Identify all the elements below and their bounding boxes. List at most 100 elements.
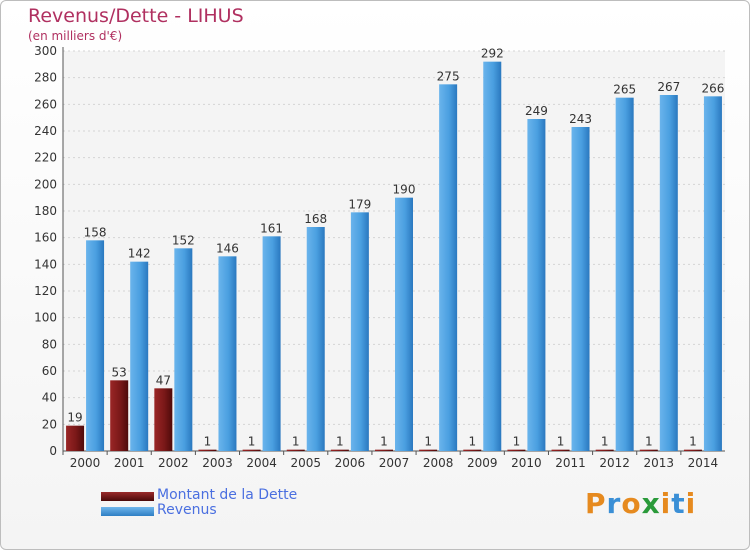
x-tick-label: 2001 [114,456,145,470]
bar-revenus [395,197,413,451]
bar-dette [330,449,349,451]
bar-dette [507,449,526,451]
bar-dette [198,449,217,451]
y-tick-label: 300 [34,44,57,58]
data-label-revenus: 266 [701,81,724,95]
bar-revenus [703,96,722,451]
bar-revenus [527,119,546,451]
y-tick-label: 260 [34,97,57,111]
logo-letter: t [671,487,686,520]
logo-letter: r [606,487,622,520]
chart-subtitle: (en milliers d'€) [28,29,123,43]
legend-label-revenus: Revenus [157,502,217,518]
x-tick-label: 2004 [246,456,277,470]
legend-swatch-dette [101,492,154,501]
data-label-revenus: 152 [172,233,195,247]
bar-revenus [218,256,237,451]
data-label-dette: 1 [424,435,432,449]
x-tick-label: 2010 [511,456,542,470]
data-label-dette: 1 [204,435,212,449]
x-tick-label: 2014 [688,456,719,470]
bar-revenus [306,227,325,451]
x-tick-label: 2008 [423,456,454,470]
data-label-dette: 1 [336,435,344,449]
chart-title: Revenus/Dette - LIHUS [28,5,244,27]
bar-dette [639,449,658,451]
legend-swatch-revenus [101,507,154,516]
bar-dette [110,380,129,451]
bar-revenus [615,97,634,452]
data-label-revenus: 267 [657,80,680,94]
bar-revenus [130,261,149,451]
x-tick-label: 2011 [555,456,586,470]
bar-dette [419,449,438,451]
y-tick-label: 200 [34,177,57,191]
y-tick-label: 140 [34,257,57,271]
data-label-revenus: 265 [613,83,636,97]
x-tick-label: 2006 [335,456,366,470]
bar-revenus [571,127,590,451]
bar-revenus [439,84,458,451]
bar-dette [242,449,261,451]
x-tick-label: 2000 [70,456,101,470]
data-label-dette: 1 [689,435,697,449]
bar-revenus [174,248,193,451]
data-label-dette: 1 [468,435,476,449]
x-tick-label: 2012 [599,456,630,470]
bar-revenus [659,95,678,451]
data-label-dette: 1 [380,435,388,449]
data-label-revenus: 249 [525,104,548,118]
y-tick-label: 160 [34,231,57,245]
data-label-revenus: 146 [216,241,239,255]
x-tick-label: 2003 [202,456,233,470]
data-label-revenus: 161 [260,221,283,235]
bar-dette [683,449,702,451]
bar-revenus [483,61,502,452]
data-label-revenus: 275 [437,69,460,83]
data-label-dette: 47 [156,373,171,387]
bar-dette [595,449,614,451]
data-label-revenus: 142 [128,247,151,261]
bar-dette [286,449,305,451]
x-tick-label: 2013 [644,456,675,470]
bar-dette [66,425,85,451]
y-tick-label: 0 [49,444,57,458]
data-label-dette: 1 [513,435,521,449]
x-tick-label: 2005 [290,456,321,470]
logo-letter: P [585,487,607,520]
data-label-dette: 1 [557,435,565,449]
bar-revenus [262,236,281,451]
y-tick-label: 180 [34,204,57,218]
y-tick-label: 220 [34,151,57,165]
y-tick-label: 280 [34,71,57,85]
logo-letter: i [685,487,697,520]
data-label-dette: 1 [601,435,609,449]
x-tick-label: 2002 [158,456,189,470]
data-label-revenus: 243 [569,112,592,126]
data-label-revenus: 292 [481,47,504,61]
logo-letter: o [621,487,642,520]
data-label-dette: 1 [292,435,300,449]
bar-revenus [350,212,369,451]
proxiti-logo: Proxiti [585,487,696,520]
y-tick-label: 240 [34,124,57,138]
x-tick-label: 2007 [379,456,410,470]
bar-dette [463,449,482,451]
y-tick-label: 80 [42,337,57,351]
bar-dette [375,449,393,451]
y-tick-label: 40 [42,391,57,405]
y-tick-label: 20 [42,417,57,431]
data-label-dette: 1 [645,435,653,449]
data-label-revenus: 168 [304,212,327,226]
y-tick-label: 120 [34,284,57,298]
logo-letter: i [660,487,672,520]
plot-area [63,51,725,451]
data-label-revenus: 158 [84,225,107,239]
data-label-revenus: 179 [348,197,371,211]
logo-letter: x [641,487,661,520]
bar-dette [154,388,173,451]
data-label-dette: 53 [112,365,127,379]
y-tick-label: 100 [34,311,57,325]
